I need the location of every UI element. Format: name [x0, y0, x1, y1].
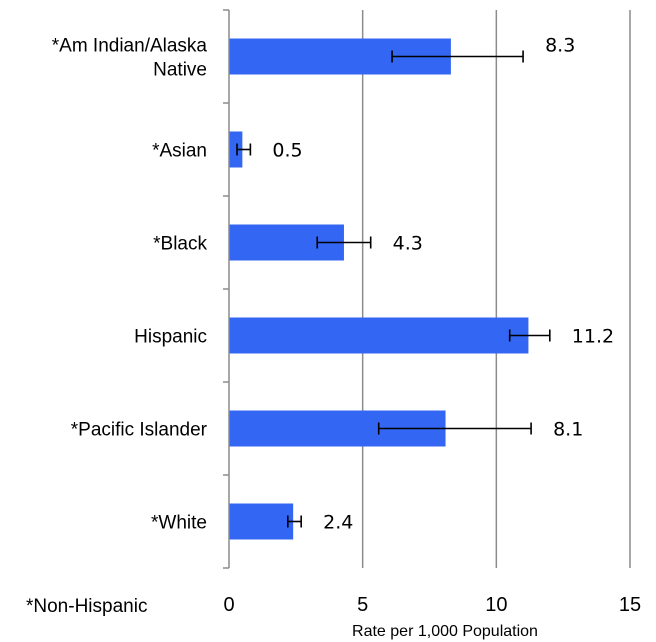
labels: 0 5 10 15 8.3 *Am Indian/Alaska Native 0.5 *Asia…: [52, 35, 641, 617]
data-label: 0.5: [272, 140, 302, 162]
error-bar: [287, 515, 302, 528]
data-label: 2.4: [323, 512, 353, 534]
data-label: 8.3: [545, 35, 575, 57]
data-label: 11.2: [572, 326, 614, 348]
x-tick-label: 0: [223, 594, 234, 616]
x-tick-label: 15: [619, 594, 641, 616]
category-label: *Am Indian/Alaska: [52, 36, 208, 57]
category-label: Native: [153, 60, 207, 81]
gridlines: [361, 10, 631, 568]
x-axis-title: Rate per 1,000 Population: [352, 623, 538, 640]
error-bar: [508, 329, 551, 342]
x-tick-label: 10: [485, 594, 507, 616]
error-bar: [316, 236, 372, 249]
bar: [229, 503, 294, 540]
footnote: *Non-Hispanic: [26, 596, 147, 617]
bar: [229, 317, 529, 354]
x-tick-label: 5: [357, 594, 368, 616]
category-label: *Pacific Islander: [71, 420, 208, 441]
bar: [229, 131, 243, 168]
category-label: *Asian: [152, 141, 207, 162]
y-axis: [223, 9, 230, 569]
category-label: *White: [151, 513, 207, 534]
bars: [229, 38, 551, 540]
error-bar: [236, 143, 252, 156]
error-bar: [391, 50, 524, 63]
data-label: 8.1: [553, 419, 583, 441]
category-label: *Black: [153, 234, 207, 255]
error-bar: [377, 422, 532, 435]
category-label: Hispanic: [134, 327, 207, 348]
data-label: 4.3: [393, 233, 423, 255]
